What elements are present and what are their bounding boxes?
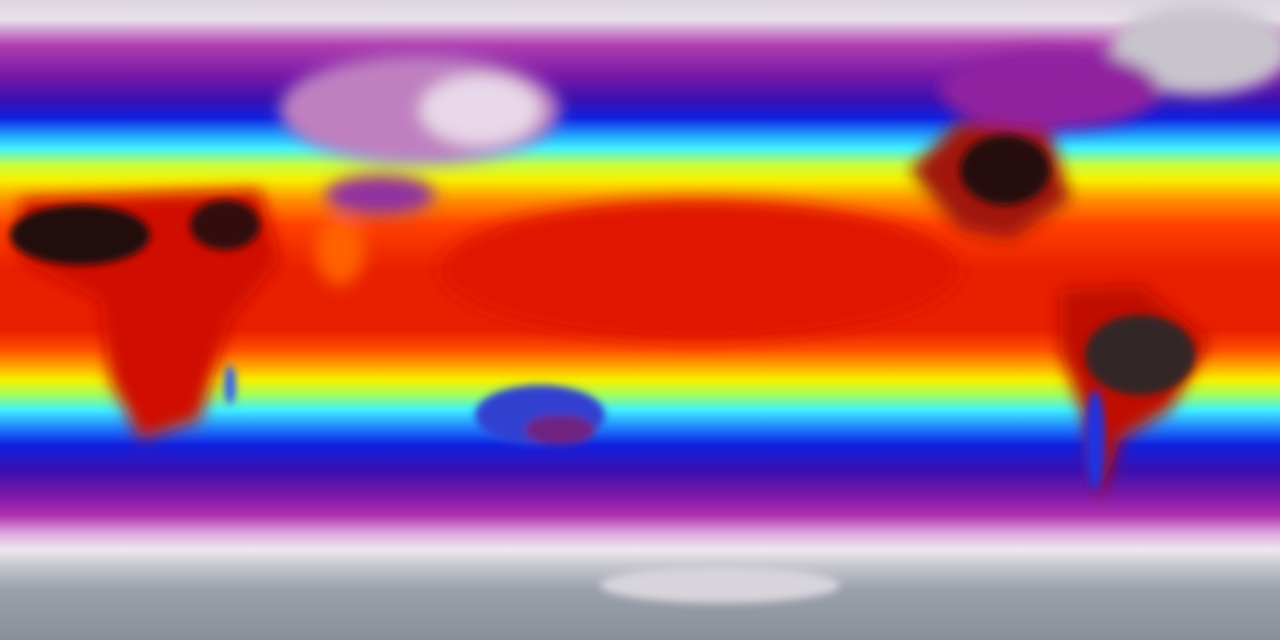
australia-desert	[525, 415, 595, 445]
india	[315, 215, 365, 285]
sahara-hot	[10, 205, 150, 265]
pacific-warm	[440, 200, 960, 340]
arctic-ice	[1110, 5, 1280, 95]
us-southwest-hot	[960, 135, 1050, 205]
amazon-hot	[1085, 315, 1195, 395]
madagascar	[224, 365, 236, 405]
antarctic-ice-shelf	[600, 567, 840, 603]
north-america-cold	[940, 50, 1160, 130]
tibet	[325, 175, 435, 215]
andes	[1085, 390, 1105, 490]
siberia-snow	[420, 75, 540, 145]
arabia-hot	[190, 200, 260, 250]
